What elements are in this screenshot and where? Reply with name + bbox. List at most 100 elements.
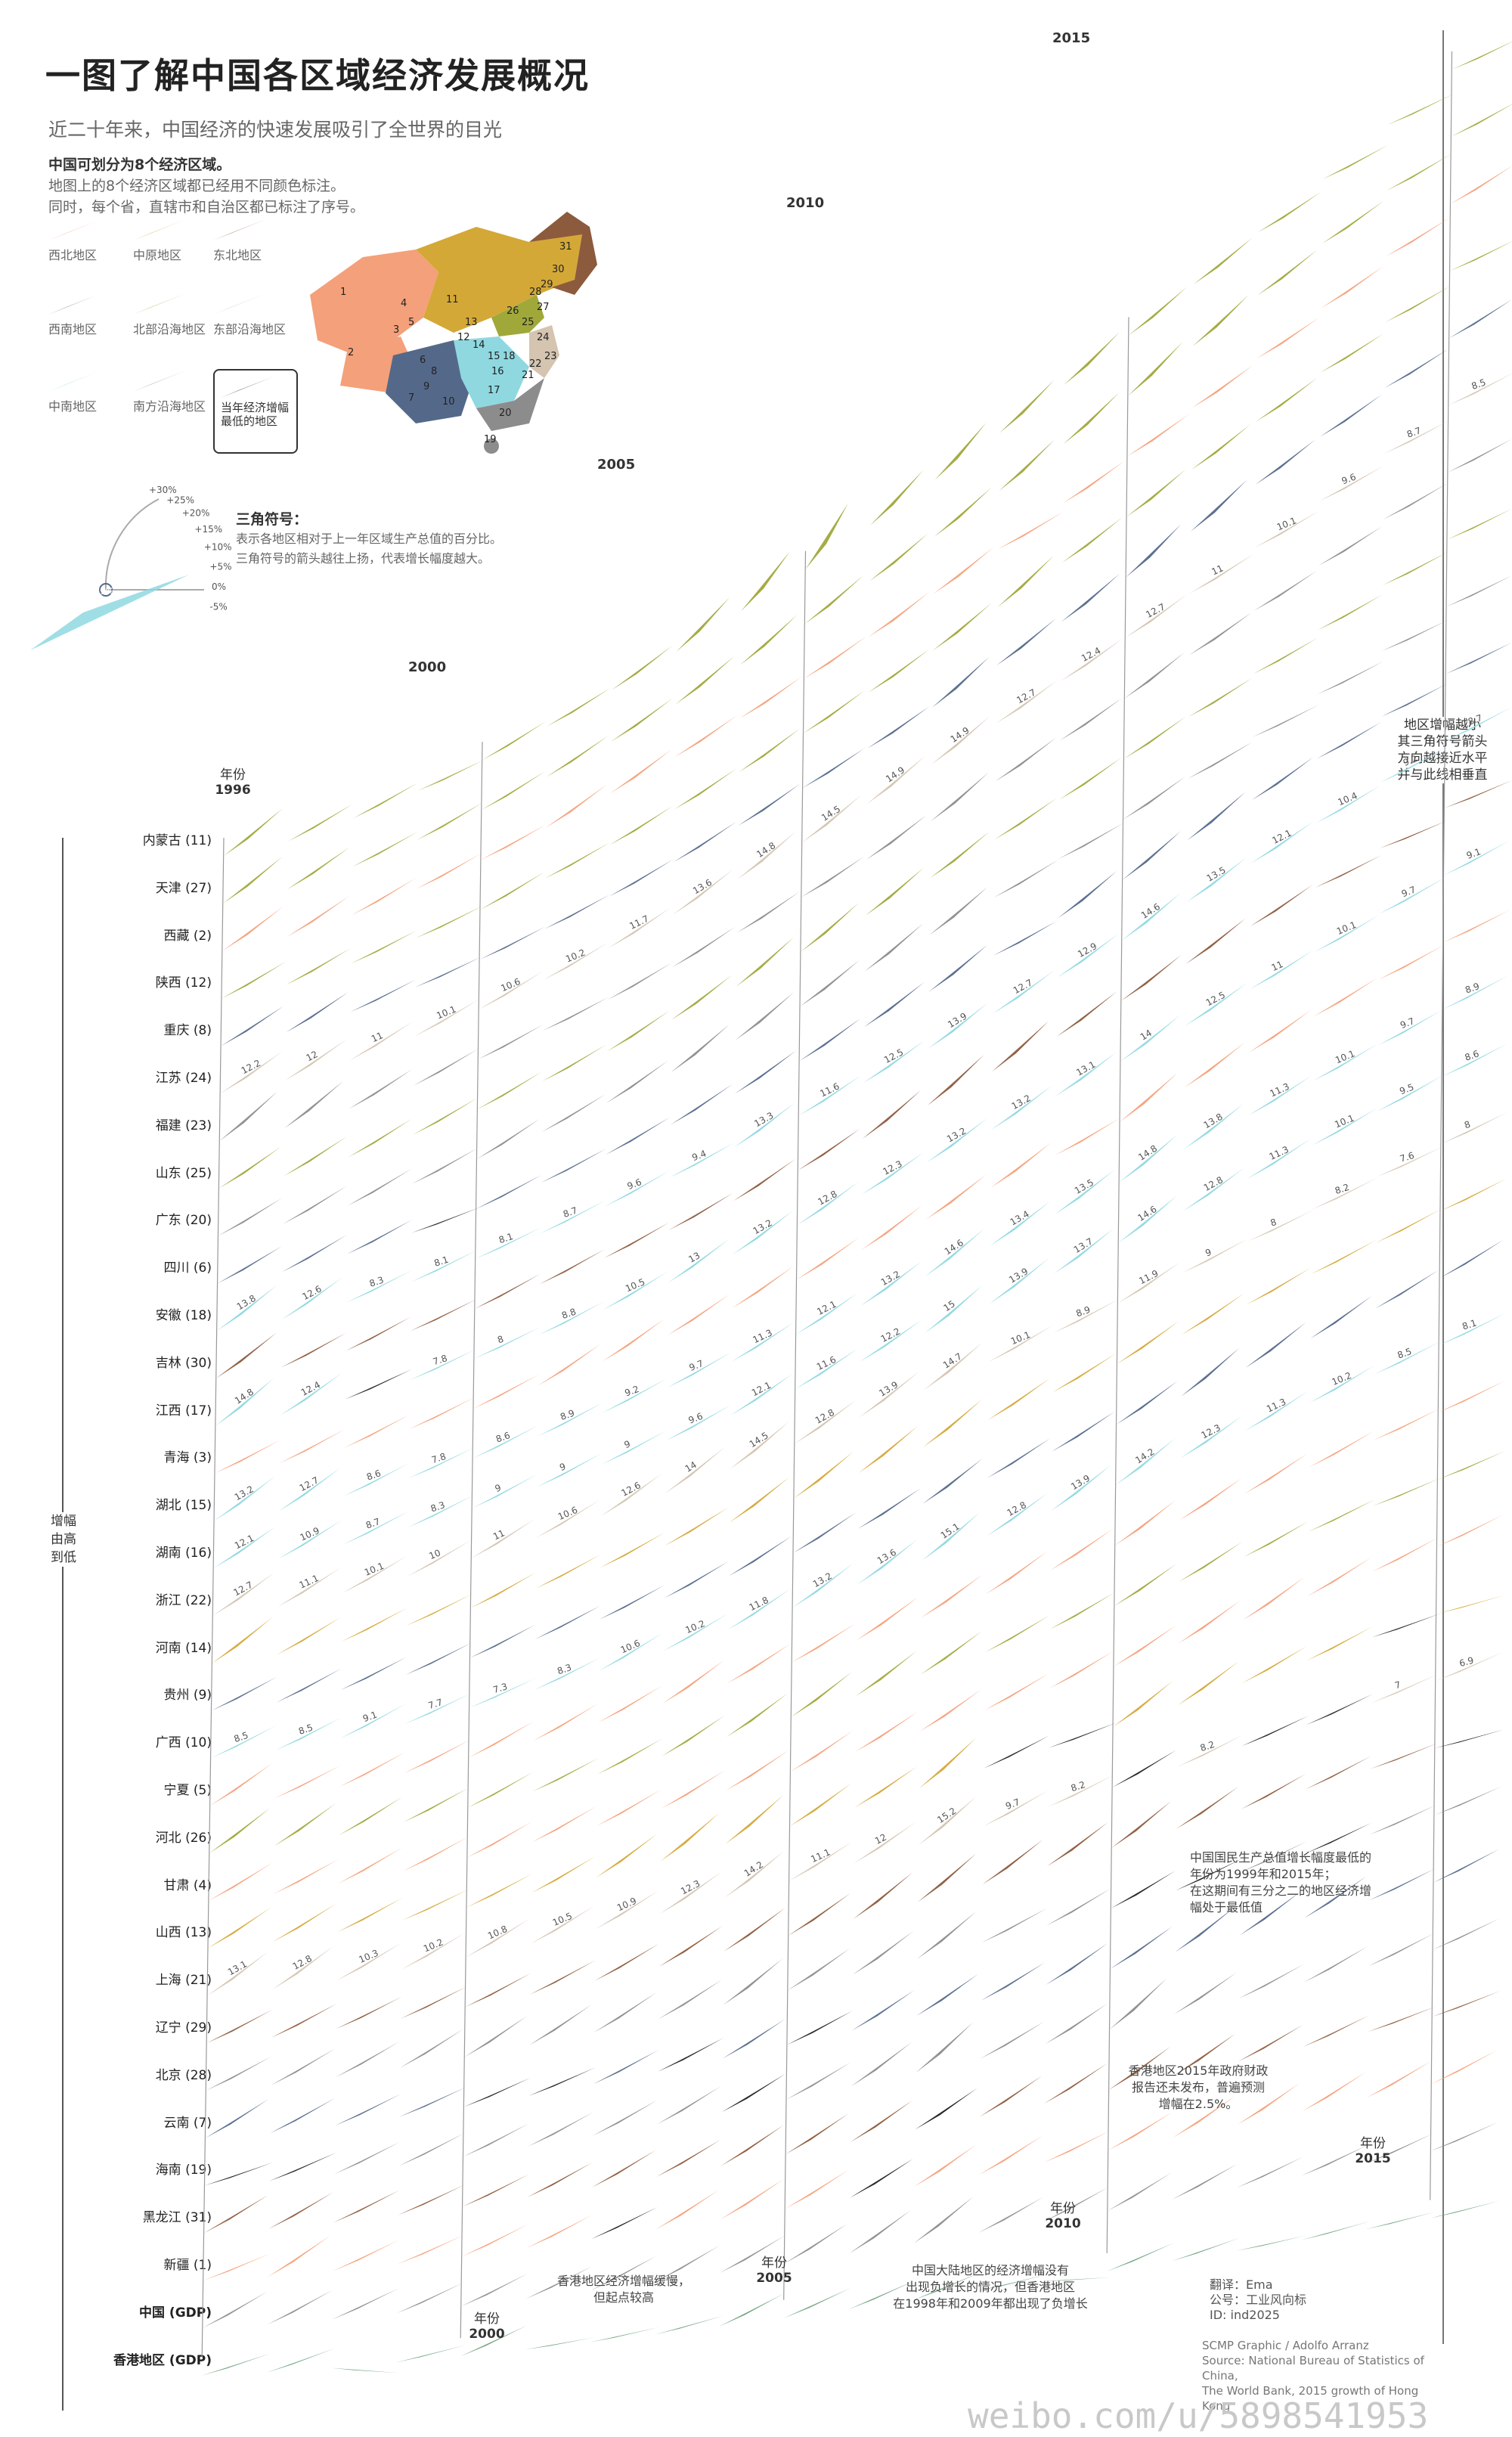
growth-triangle bbox=[287, 895, 350, 937]
growth-triangle bbox=[661, 1770, 725, 1809]
growth-value-label: 9.6 bbox=[999, 2203, 1017, 2218]
growth-value-label: 9.1 bbox=[425, 1793, 442, 1808]
growth-triangle bbox=[472, 1425, 539, 1459]
growth-triangle bbox=[848, 2280, 916, 2310]
growth-value-label: 8.9 bbox=[1074, 1304, 1092, 1319]
growth-triangle bbox=[1129, 287, 1188, 336]
growth-triangle bbox=[401, 1986, 467, 2019]
growth-triangle bbox=[1052, 1353, 1117, 1393]
growth-triangle bbox=[725, 1795, 784, 1844]
legend-item: 东北地区 bbox=[213, 218, 296, 263]
legend-label: 南方沿海地区 bbox=[133, 399, 206, 414]
growth-triangle bbox=[278, 1520, 342, 1559]
growth-triangle bbox=[332, 2288, 398, 2320]
growth-triangle bbox=[1061, 638, 1123, 681]
growth-triangle bbox=[283, 1186, 347, 1224]
growth-triangle bbox=[737, 831, 796, 879]
growth-value-label: 6.5 bbox=[936, 2274, 953, 2288]
growth-value-label: 8.6 bbox=[365, 1468, 383, 1482]
growth-value-label: 8.8 bbox=[363, 1613, 380, 1628]
growth-value-label: 8.7 bbox=[364, 1516, 382, 1530]
growth-triangle bbox=[926, 1118, 988, 1163]
growth-value-label: 8.1 bbox=[1066, 2135, 1083, 2149]
growth-triangle bbox=[1052, 1411, 1115, 1452]
growth-triangle bbox=[724, 1851, 785, 1898]
growth-triangle bbox=[1179, 1542, 1243, 1582]
growth-triangle bbox=[1111, 1871, 1176, 1908]
growth-triangle bbox=[917, 1911, 977, 1959]
growth-triangle bbox=[1257, 250, 1318, 296]
growth-value-label: 8.6 bbox=[426, 1744, 443, 1759]
growth-value-label: 12 bbox=[1257, 2093, 1272, 2107]
growth-triangle bbox=[1049, 1651, 1114, 1689]
row-label: 云南 (7) bbox=[163, 2115, 212, 2131]
growth-triangle bbox=[528, 2067, 596, 2096]
growth-triangle bbox=[1060, 698, 1122, 741]
growth-triangle bbox=[734, 1102, 795, 1148]
growth-value-label: 1.7 bbox=[1261, 2232, 1276, 2243]
growth-triangle bbox=[217, 1246, 282, 1284]
row-label: 江苏 (24) bbox=[155, 1071, 212, 1086]
growth-triangle bbox=[1430, 2200, 1500, 2218]
growth-triangle bbox=[864, 923, 924, 972]
growth-triangle bbox=[333, 2240, 399, 2271]
growth-triangle bbox=[668, 1192, 733, 1230]
growth-triangle bbox=[605, 1170, 670, 1207]
growth-triangle bbox=[474, 1326, 541, 1359]
growth-triangle bbox=[412, 1148, 478, 1184]
growth-triangle bbox=[789, 1783, 852, 1827]
growth-triangle bbox=[1256, 377, 1318, 422]
growth-value-label: 8.7 bbox=[228, 2014, 246, 2029]
growth-value-label: 10 bbox=[1337, 730, 1352, 744]
growth-triangle bbox=[1377, 1075, 1442, 1112]
growth-triangle bbox=[1056, 991, 1117, 1037]
growth-triangle bbox=[1304, 1876, 1367, 1918]
growth-value-label: 8 bbox=[1468, 581, 1477, 594]
growth-triangle bbox=[413, 1098, 478, 1135]
growth-triangle bbox=[675, 656, 735, 705]
growth-triangle bbox=[531, 1856, 596, 1893]
growth-triangle bbox=[1306, 1694, 1373, 1725]
growth-value-label: 8.5 bbox=[420, 2138, 438, 2152]
growth-triangle bbox=[603, 1271, 668, 1310]
growth-value-label: 7.7 bbox=[1259, 2160, 1275, 2175]
growth-triangle bbox=[1445, 642, 1512, 674]
growth-value-label: 2.1 bbox=[1002, 2272, 1018, 2284]
growth-value-label: 8.5 bbox=[1396, 1346, 1414, 1360]
growth-value-label: 9.2 bbox=[624, 1384, 641, 1399]
growth-value-label: 12 bbox=[1192, 2106, 1207, 2120]
growth-triangle bbox=[924, 1342, 983, 1391]
growth-triangle bbox=[1440, 1178, 1507, 1211]
growth-triangle bbox=[919, 1738, 977, 1789]
growth-triangle bbox=[860, 1261, 922, 1306]
growth-triangle bbox=[1253, 637, 1318, 674]
growth-triangle bbox=[1306, 1626, 1373, 1660]
growth-value-label: 8.9 bbox=[233, 1682, 250, 1697]
growth-value-label: 9 bbox=[1344, 153, 1353, 166]
growth-triangle bbox=[719, 2293, 785, 2327]
note-hk-slow-growth: 香港地区经济增幅缓慢， 但起点较高 bbox=[556, 2274, 690, 2305]
growth-triangle bbox=[1128, 342, 1183, 396]
row-label: 黑龙江 (31) bbox=[142, 2210, 212, 2226]
growth-value-label: 7.8 bbox=[430, 1451, 447, 1465]
growth-triangle bbox=[862, 1152, 925, 1195]
growth-triangle bbox=[1045, 2003, 1108, 2045]
growth-triangle bbox=[792, 1563, 854, 1608]
growth-triangle bbox=[267, 2290, 333, 2325]
growth-triangle bbox=[785, 2169, 849, 2209]
growth-triangle bbox=[475, 1274, 541, 1309]
growth-triangle bbox=[345, 1316, 411, 1351]
growth-triangle bbox=[269, 2152, 337, 2181]
growth-triangle bbox=[1431, 2050, 1498, 2084]
gauge-tick-label: +10% bbox=[204, 542, 232, 553]
map-number: 23 bbox=[544, 351, 557, 362]
growth-triangle bbox=[1178, 1601, 1241, 1644]
growth-triangle bbox=[1244, 1391, 1309, 1431]
growth-value-label: 7.9 bbox=[1468, 646, 1485, 661]
growth-triangle bbox=[736, 937, 795, 987]
row-label: 安徽 (18) bbox=[155, 1308, 212, 1323]
growth-triangle bbox=[352, 832, 418, 867]
growth-triangle bbox=[660, 1812, 720, 1862]
growth-triangle bbox=[863, 1090, 922, 1139]
growth-triangle bbox=[861, 1205, 922, 1251]
